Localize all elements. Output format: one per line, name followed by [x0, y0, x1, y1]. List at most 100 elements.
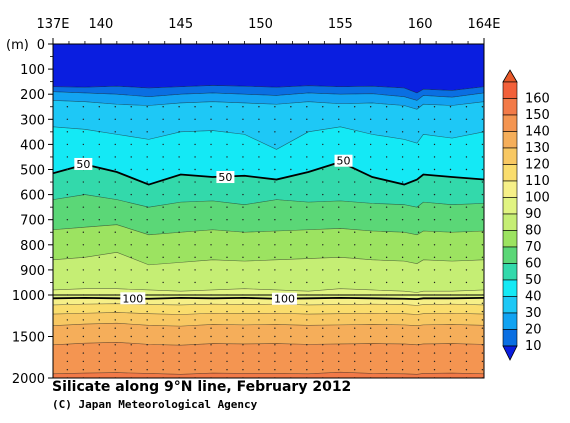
station-dot	[369, 281, 372, 284]
station-dot	[162, 352, 164, 354]
station-dot	[194, 344, 196, 346]
station-dot	[385, 310, 388, 313]
station-dot	[369, 352, 372, 354]
station-dot	[242, 193, 244, 196]
station-dot	[162, 143, 164, 146]
colorbar-label: 40	[525, 290, 542, 305]
station-dot	[178, 369, 180, 371]
station-dot	[98, 269, 100, 271]
station-dot	[66, 344, 69, 346]
station-dot	[290, 310, 292, 313]
station-dot	[258, 310, 260, 313]
station-dot	[178, 302, 180, 304]
station-dot	[162, 294, 164, 296]
station-dot	[354, 156, 356, 158]
station-dot	[274, 244, 276, 246]
station-dot	[417, 118, 420, 121]
y-tick-label: 100	[20, 63, 45, 78]
station-dot	[338, 231, 340, 233]
station-dot	[338, 281, 340, 284]
station-dot	[449, 281, 452, 284]
station-dot	[290, 327, 292, 329]
station-dot	[210, 302, 212, 304]
station-dot	[146, 206, 148, 208]
contour-label: 100	[274, 293, 295, 306]
station-dot	[194, 310, 196, 313]
station-dot	[226, 319, 228, 321]
station-dot	[369, 106, 372, 108]
station-dot	[369, 310, 372, 313]
station-dot	[162, 206, 164, 208]
contour-line-130	[53, 322, 484, 327]
station-dot	[433, 327, 436, 329]
station-dot	[98, 181, 100, 183]
station-dot	[146, 352, 148, 354]
station-dot	[401, 156, 404, 158]
station-dot	[290, 219, 292, 221]
colorbar-swatch	[502, 230, 518, 248]
station-dot	[210, 118, 212, 121]
station-dot	[82, 281, 85, 284]
station-dot	[417, 106, 420, 108]
station-dot	[66, 118, 69, 121]
station-dot	[114, 360, 116, 363]
station-dot	[322, 360, 324, 363]
station-dot	[385, 319, 388, 321]
station-dot	[354, 335, 356, 338]
contour-label: 50	[337, 155, 351, 168]
station-dot	[114, 231, 116, 233]
station-dot	[481, 369, 484, 371]
y-tick-label: 600	[20, 189, 45, 204]
station-dot	[114, 310, 116, 313]
station-dot	[242, 106, 244, 108]
station-dot	[178, 269, 180, 271]
station-dot	[433, 143, 436, 146]
colorbar-bottom-arrow	[502, 345, 518, 361]
station-dot	[449, 344, 452, 346]
station-dot	[401, 319, 404, 321]
station-dot	[401, 193, 404, 196]
station-dot	[290, 131, 292, 133]
station-dot	[66, 360, 69, 363]
station-dot	[162, 302, 164, 304]
station-dot	[178, 168, 180, 171]
station-dot	[146, 231, 148, 233]
contour-label: 50	[218, 171, 232, 184]
station-dot	[322, 319, 324, 321]
station-dot	[130, 256, 132, 259]
station-dot	[354, 310, 356, 313]
station-dot	[178, 131, 180, 133]
station-dot	[82, 360, 85, 363]
station-dot	[274, 256, 276, 259]
station-dot	[226, 310, 228, 313]
station-dot	[114, 256, 116, 259]
station-dot	[178, 352, 180, 354]
station-dot	[194, 369, 196, 371]
station-dot	[465, 369, 468, 371]
station-dot	[242, 269, 244, 271]
station-dot	[465, 344, 468, 346]
chart-title: Silicate along 9°N line, February 2012	[52, 379, 352, 395]
station-dot	[98, 302, 100, 304]
station-dot	[306, 327, 308, 329]
station-dot	[194, 206, 196, 208]
station-dot	[194, 168, 196, 171]
station-dot	[465, 269, 468, 271]
station-dot	[306, 193, 308, 196]
station-dot	[98, 344, 100, 346]
station-dot	[258, 244, 260, 246]
contour-line-10	[53, 85, 484, 94]
station-dot	[369, 244, 372, 246]
station-dot	[210, 319, 212, 321]
station-dot	[210, 193, 212, 196]
station-dot	[338, 294, 340, 296]
band-100	[53, 297, 484, 306]
station-dot	[417, 143, 420, 146]
station-dot	[385, 206, 388, 208]
station-dot	[274, 369, 276, 371]
station-dot	[449, 156, 452, 158]
station-dot	[242, 369, 244, 371]
station-dot	[322, 369, 324, 371]
station-dot	[242, 219, 244, 221]
station-dot	[369, 156, 372, 158]
